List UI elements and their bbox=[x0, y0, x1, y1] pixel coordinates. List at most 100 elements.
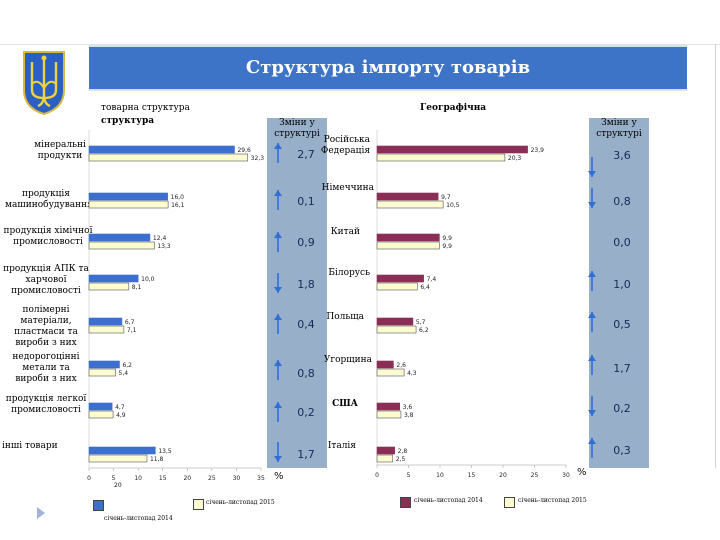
right-divider bbox=[715, 44, 716, 468]
right-bar-s0-0 bbox=[376, 145, 528, 154]
left-data-label-s1-4: 7,1 bbox=[127, 327, 137, 334]
left-data-label-s0-4: 6,7 bbox=[125, 319, 135, 326]
right-data-label-s1-6: 3,8 bbox=[404, 412, 414, 419]
left-arrow-icon-4 bbox=[274, 314, 282, 320]
left-changes-title: Зміни у структурі bbox=[274, 118, 320, 139]
right-bar-s0-7 bbox=[376, 446, 395, 455]
right-cat-0: Російська Федерація bbox=[320, 135, 370, 156]
left-tick-label-4: 20 bbox=[183, 475, 191, 482]
left-bar-s0-2 bbox=[88, 233, 151, 242]
right-bar-s0-6 bbox=[376, 402, 400, 411]
left-arrow-icon-0 bbox=[274, 143, 282, 149]
left-data-label-s0-0: 29,6 bbox=[237, 147, 251, 154]
right-bar-s1-1 bbox=[376, 200, 444, 209]
right-data-label-s0-5: 2,6 bbox=[396, 362, 406, 369]
top-divider bbox=[0, 44, 720, 45]
left-bar-s1-6 bbox=[88, 410, 114, 419]
left-bar-s0-4 bbox=[88, 317, 123, 326]
right-cat-2: Китай bbox=[330, 227, 360, 237]
right-arrow-icon-0 bbox=[588, 171, 596, 177]
right-data-label-s1-5: 4,3 bbox=[407, 370, 417, 377]
left-arrow-icon-6 bbox=[274, 402, 282, 408]
left-tick-label-2: 10 bbox=[134, 475, 142, 482]
right-changes-title: Зміни у структурі bbox=[596, 118, 642, 139]
right-arrow-icon-6 bbox=[588, 410, 596, 416]
left-legend-2015-swatch bbox=[193, 499, 204, 510]
right-cat-1: Німеччина bbox=[321, 183, 374, 193]
right-data-label-s1-0: 20,3 bbox=[508, 155, 522, 162]
right-change-4: 0,5 bbox=[613, 318, 631, 331]
right-change-2: 0,0 bbox=[613, 236, 631, 249]
left-bar-s0-3 bbox=[88, 274, 139, 283]
right-change-3: 1,0 bbox=[613, 278, 631, 291]
right-bar-s1-3 bbox=[376, 282, 418, 291]
left-bar-s1-4 bbox=[88, 325, 125, 334]
left-legend-2014: січень-листопад 2014 bbox=[104, 515, 173, 522]
right-tick-label-0: 0 bbox=[375, 472, 379, 479]
left-unit: % bbox=[274, 471, 284, 482]
page-title: Структура імпорту товарів bbox=[89, 45, 687, 91]
right-legend-2015: січень-листопад 2015 bbox=[518, 497, 587, 504]
right-change-6: 0,2 bbox=[613, 402, 631, 415]
right-change-7: 0,3 bbox=[613, 444, 631, 457]
left-data-label-s0-1: 16,0 bbox=[171, 194, 185, 201]
left-chart-header: товарна структура bbox=[101, 103, 190, 113]
left-change-3: 1,8 bbox=[297, 278, 315, 291]
right-data-label-s0-2: 9,9 bbox=[442, 235, 452, 242]
left-bar-s0-0 bbox=[88, 145, 235, 154]
left-bar-s0-5 bbox=[88, 360, 120, 369]
left-data-label-s1-6: 4,9 bbox=[116, 412, 126, 419]
right-chart-header: Географічна bbox=[420, 103, 487, 113]
left-change-5: 0,8 bbox=[297, 367, 315, 380]
left-bar-s0-1 bbox=[88, 192, 168, 201]
slide-nav-triangle-icon[interactable] bbox=[36, 506, 46, 520]
left-arrow-icon-7 bbox=[274, 456, 282, 462]
left-legend-2014-swatch bbox=[93, 500, 104, 511]
right-legend-2014: січень-листопад 2014 bbox=[414, 497, 483, 504]
left-change-6: 0,2 bbox=[297, 406, 315, 419]
right-data-label-s0-7: 2,8 bbox=[398, 448, 408, 455]
right-tick-label-5: 25 bbox=[531, 472, 539, 479]
right-data-label-s1-2: 9,9 bbox=[442, 243, 452, 250]
right-bar-s0-5 bbox=[376, 360, 394, 369]
right-tick-label-6: 30 bbox=[562, 472, 570, 479]
right-arrow-icon-4 bbox=[588, 312, 596, 318]
left-tick-label-7: 35 bbox=[257, 475, 265, 482]
right-change-0: 3,6 bbox=[613, 149, 631, 162]
right-data-label-s0-4: 5,7 bbox=[416, 319, 426, 326]
left-data-label-s0-5: 6,2 bbox=[122, 362, 132, 369]
right-arrow-icon-5 bbox=[588, 355, 596, 361]
coat-of-arms-icon bbox=[23, 51, 65, 116]
left-data-label-s1-2: 13,3 bbox=[157, 243, 171, 250]
left-cat-7: інші товари bbox=[2, 441, 58, 451]
right-bar-s0-4 bbox=[376, 317, 414, 326]
right-data-label-s1-1: 10,5 bbox=[446, 202, 460, 209]
right-tick-label-3: 15 bbox=[468, 472, 476, 479]
right-bar-s1-0 bbox=[376, 153, 506, 162]
right-cat-5: Угорщина bbox=[323, 355, 372, 365]
right-change-5: 1,7 bbox=[613, 362, 631, 375]
left-legend-2015: січень-листопад 2015 bbox=[206, 499, 275, 506]
right-change-1: 0,8 bbox=[613, 195, 631, 208]
left-bar-s0-7 bbox=[88, 446, 156, 455]
right-data-label-s0-1: 9,7 bbox=[441, 194, 451, 201]
right-arrow-icon-7 bbox=[588, 438, 596, 444]
right-data-label-s0-6: 3,6 bbox=[403, 404, 413, 411]
left-data-label-s0-3: 10,0 bbox=[141, 276, 155, 283]
left-data-label-s0-2: 12,4 bbox=[153, 235, 167, 242]
left-data-label-s0-6: 4,7 bbox=[115, 404, 125, 411]
left-change-0: 2,7 bbox=[297, 148, 315, 161]
right-bar-s1-2 bbox=[376, 241, 440, 250]
right-cat-7: Італія bbox=[327, 441, 356, 451]
right-cat-3: Білорусь bbox=[328, 268, 370, 278]
right-tick-label-2: 10 bbox=[436, 472, 444, 479]
left-data-label-s0-7: 13,5 bbox=[158, 448, 172, 455]
left-chart-header-2: структура bbox=[101, 116, 155, 126]
left-data-label-s1-1: 16,1 bbox=[171, 202, 185, 209]
right-cat-6: США bbox=[332, 399, 358, 409]
left-tick-label-5: 25 bbox=[208, 475, 216, 482]
left-tick-label-6: 30 bbox=[233, 475, 241, 482]
left-changes-band bbox=[267, 118, 327, 468]
left-cat-0: мінеральні продукти bbox=[34, 140, 86, 161]
right-arrow-icon-1 bbox=[588, 202, 596, 208]
